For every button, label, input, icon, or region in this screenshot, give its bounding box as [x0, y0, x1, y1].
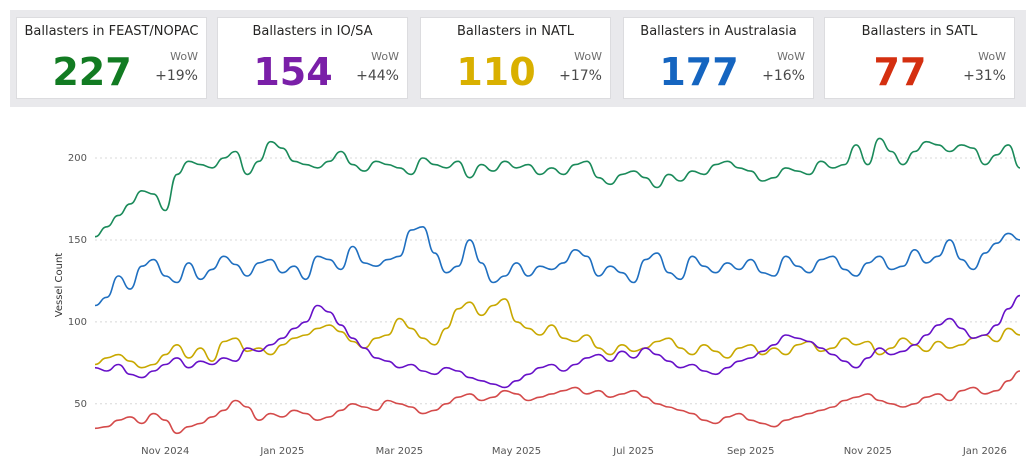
kpi-card-satl[interactable]: Ballasters in SATL 77 WoW +31% [824, 17, 1015, 99]
series-line-io-sa[interactable] [94, 226, 1021, 307]
kpi-card-title: Ballasters in SATL [861, 24, 978, 39]
kpi-card-australasia[interactable]: Ballasters in Australasia 177 WoW +16% [623, 17, 814, 99]
kpi-card-wow-value: +17% [559, 68, 602, 84]
kpi-card-title: Ballasters in NATL [457, 24, 574, 39]
kpi-card-value: 110 [456, 50, 536, 94]
kpi-card-wow-label: WoW [978, 50, 1006, 63]
x-tick-label: Jul 2025 [612, 446, 654, 457]
x-tick-label: Sep 2025 [727, 446, 774, 457]
kpi-card-natl[interactable]: Ballasters in NATL 110 WoW +17% [420, 17, 611, 99]
x-tick-label: Nov 2024 [141, 446, 189, 457]
x-tick-label: Jan 2026 [962, 446, 1007, 457]
kpi-card-wow-value: +44% [356, 68, 399, 84]
x-tick-label: Mar 2025 [376, 446, 424, 457]
chart-series [94, 137, 1021, 435]
chart-gridlines [95, 157, 1020, 405]
kpi-card-feast-nopac[interactable]: Ballasters in FEAST/NOPAC 227 WoW +19% [16, 17, 207, 99]
kpi-card-wow-value: +19% [155, 68, 198, 84]
y-axis-label: Vessel Count [54, 253, 65, 318]
x-tick-label: Jan 2025 [259, 446, 304, 457]
kpi-card-value: 77 [873, 50, 927, 94]
series-line-natl[interactable] [94, 298, 1021, 369]
kpi-card-wow-label: WoW [777, 50, 805, 63]
y-tick-label: 50 [74, 399, 87, 410]
line-chart[interactable]: 50 100 150 200 Nov 2024 Jan 2025 Mar 2025 May … [0, 112, 1036, 473]
y-tick-label: 150 [68, 235, 87, 246]
kpi-card-title: Ballasters in Australasia [640, 24, 797, 39]
kpi-card-title: Ballasters in IO/SA [252, 24, 373, 39]
kpi-strip: Ballasters in FEAST/NOPAC 227 WoW +19% B… [10, 10, 1026, 107]
kpi-card-wow-value: +31% [963, 68, 1006, 84]
x-axis-ticks: Nov 2024 Jan 2025 Mar 2025 May 2025 Jul 2025… [141, 446, 1007, 457]
y-tick-label: 100 [68, 317, 87, 328]
kpi-card-value: 154 [253, 50, 333, 94]
y-tick-label: 200 [68, 153, 87, 164]
kpi-card-title: Ballasters in FEAST/NOPAC [24, 24, 199, 39]
series-line-io-sa-purple[interactable] [94, 294, 1021, 389]
kpi-card-value: 227 [52, 50, 132, 94]
kpi-card-wow-label: WoW [574, 50, 602, 63]
kpi-card-wow-label: WoW [371, 50, 399, 63]
x-tick-label: Nov 2025 [844, 446, 892, 457]
series-line-feast-nopac[interactable] [94, 137, 1021, 238]
kpi-card-value: 177 [659, 50, 739, 94]
kpi-card-wow-label: WoW [170, 50, 198, 63]
y-axis-ticks: 50 100 150 200 [68, 153, 87, 410]
series-line-satl[interactable] [94, 370, 1021, 435]
kpi-card-io-sa[interactable]: Ballasters in IO/SA 154 WoW +44% [217, 17, 408, 99]
kpi-card-wow-value: +16% [762, 68, 805, 84]
x-tick-label: May 2025 [492, 446, 541, 457]
